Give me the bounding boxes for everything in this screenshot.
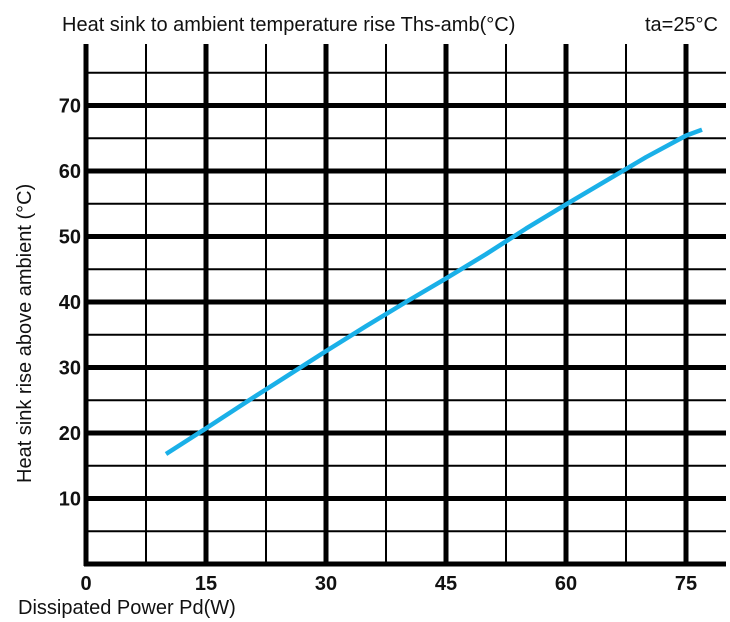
y-tick-label: 40 (59, 292, 81, 314)
chart-title: Heat sink to ambient temperature rise Th… (62, 14, 515, 36)
series-line-0 (164, 127, 703, 456)
series-layer (164, 127, 703, 456)
condition-label: ta=25°C (645, 14, 718, 36)
y-tick-label: 60 (59, 161, 81, 183)
x-tick-labels: 0 15 30 45 60 75 (80, 573, 697, 595)
y-axis-label: Heat sink rise above ambient (°C) (14, 184, 36, 483)
x-tick-label: 15 (195, 573, 217, 595)
x-axis-label: Dissipated Power Pd(W) (18, 597, 236, 619)
x-tick-label: 45 (435, 573, 457, 595)
x-tick-label: 75 (675, 573, 697, 595)
y-tick-label: 70 (59, 96, 81, 118)
y-tick-label: 30 (59, 358, 81, 380)
y-tick-labels: 10 20 30 40 50 60 70 (59, 96, 81, 511)
y-tick-label: 20 (59, 423, 81, 445)
y-tick-label: 50 (59, 227, 81, 249)
x-tick-label: 60 (555, 573, 577, 595)
x-tick-label: 30 (315, 573, 337, 595)
y-tick-label: 10 (59, 489, 81, 511)
x-tick-label: 0 (80, 573, 91, 595)
